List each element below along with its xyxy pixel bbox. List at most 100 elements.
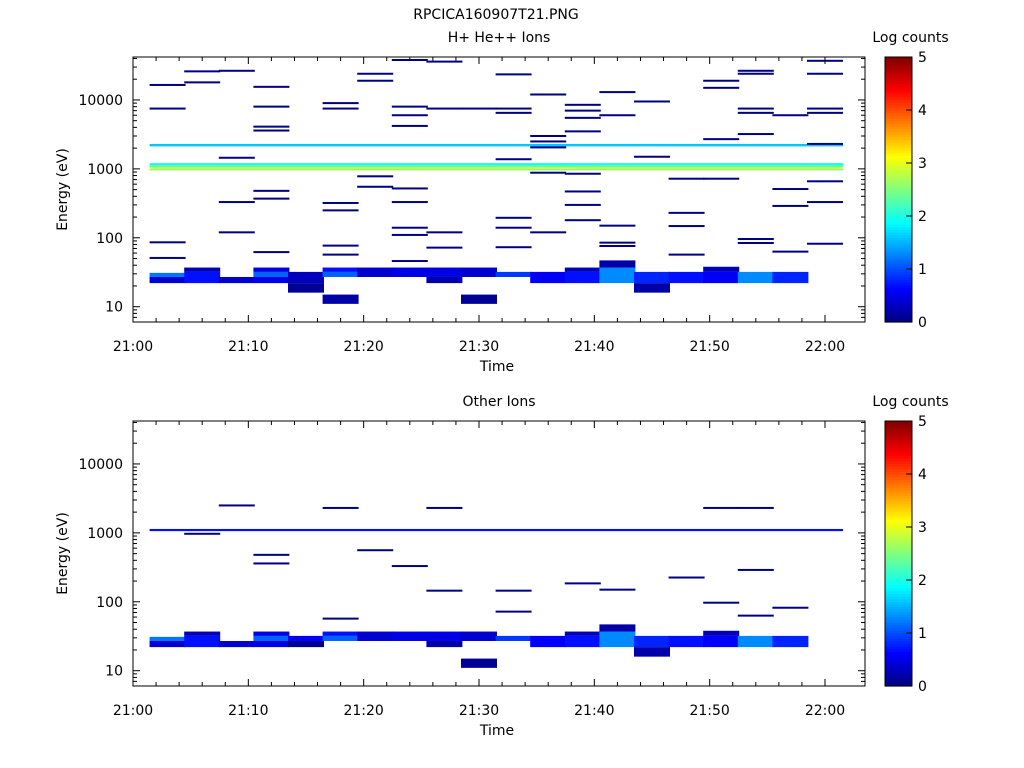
colorbar-segment: [885, 88, 912, 93]
count-line: [530, 140, 567, 143]
heatmap-cell: [426, 267, 463, 277]
colorbar-segment: [885, 316, 912, 320]
count-line: [564, 172, 601, 175]
colorbar-segment: [885, 64, 912, 69]
colorbar-tick-label: 4: [918, 103, 927, 119]
count-line: [599, 91, 636, 94]
colorbar-segment: [885, 421, 912, 425]
heatmap-cell: [668, 635, 705, 648]
colorbar-segment: [885, 104, 912, 108]
colorbar-segment: [885, 178, 912, 183]
colorbar-segment: [885, 561, 912, 565]
y-axis-label: Energy (eV): [55, 148, 71, 231]
heatmap-cell: [253, 276, 290, 284]
count-line: [668, 211, 705, 214]
colorbar-segment: [885, 208, 912, 212]
colorbar-segment: [885, 527, 912, 531]
colorbar-segment: [885, 136, 912, 140]
heatmap-cell: [253, 635, 290, 641]
count-line: [253, 189, 290, 192]
count-line: [322, 253, 359, 256]
colorbar-segment: [885, 545, 912, 549]
energy-band: [149, 143, 844, 147]
colorbar-segment: [885, 521, 912, 525]
colorbar-segment: [885, 471, 912, 475]
colorbar-segment: [885, 237, 912, 241]
panel-title: Other Ions: [462, 394, 535, 410]
colorbar-segment: [885, 582, 912, 586]
panel-title: H+ He++ Ions: [448, 30, 551, 46]
count-line: [737, 242, 774, 245]
colorbar-segment: [885, 463, 912, 467]
heatmap-cell: [426, 631, 463, 641]
x-tick-label: 21:40: [574, 339, 614, 355]
colorbar-segment: [885, 635, 912, 639]
count-line: [772, 114, 809, 117]
count-line: [495, 216, 532, 219]
colorbar-segment: [885, 556, 912, 560]
colorbar-segment: [885, 269, 912, 273]
count-line: [495, 107, 532, 110]
count-line: [703, 506, 740, 509]
colorbar-segment: [885, 617, 912, 621]
colorbar-segment: [885, 192, 912, 196]
count-line: [357, 175, 394, 178]
heatmap-cell: [564, 631, 601, 636]
colorbar: 0 1 2 3 4 5 Log counts: [872, 30, 948, 331]
heatmap-cell: [149, 272, 186, 277]
colorbar-segment: [885, 458, 912, 462]
colorbar-segment: [885, 587, 912, 592]
colorbar-segment: [885, 131, 912, 135]
heatmap-cell: [322, 271, 359, 277]
heatmap-cell: [737, 271, 774, 284]
colorbar-segment: [885, 678, 912, 682]
colorbar-segment: [885, 670, 912, 674]
count-line: [184, 81, 221, 84]
heatmap-cell: [357, 267, 394, 277]
count-line: [253, 85, 290, 88]
colorbar-segment: [885, 216, 912, 220]
colorbar-segment: [885, 633, 912, 637]
count-line: [322, 102, 359, 105]
colorbar-segment: [885, 500, 912, 504]
colorbar-segment: [885, 147, 912, 151]
colorbar-segment: [885, 94, 912, 98]
count-line: [564, 130, 601, 133]
colorbar-segment: [885, 492, 912, 496]
colorbar-segment: [885, 284, 912, 289]
count-line: [426, 60, 463, 63]
x-tick-label: 21:30: [459, 339, 499, 355]
colorbar-segment: [885, 250, 912, 254]
colorbar-segment: [885, 306, 912, 310]
colorbar-segment: [885, 276, 912, 281]
y-tick-label: 10000: [78, 457, 123, 473]
heatmap-cell: [184, 271, 221, 284]
colorbar-segment: [885, 163, 912, 167]
heatmap-cell: [288, 271, 324, 284]
colorbar-segment: [885, 287, 912, 291]
colorbar-segment: [885, 78, 912, 82]
count-line: [357, 72, 394, 75]
heatmap-cell: [461, 658, 497, 668]
count-line: [634, 155, 670, 158]
colorbar-segment: [885, 128, 912, 132]
x-tick-label: 21:10: [228, 703, 268, 719]
colorbar-segment: [885, 423, 912, 427]
count-line: [253, 553, 290, 556]
heatmap-cell: [253, 631, 290, 636]
colorbar-segment: [885, 271, 912, 275]
colorbar-segment: [885, 503, 912, 507]
figure-title: RPCICA160907T21.PNG: [413, 7, 578, 23]
colorbar-segment: [885, 466, 912, 470]
count-line: [184, 70, 221, 73]
y-tick-label: 100: [96, 231, 123, 247]
colorbar-segment: [885, 680, 912, 684]
colorbar-segment: [885, 524, 912, 528]
colorbar-segment: [885, 455, 912, 459]
x-axis: 21:00 21:10 21:20 21:30 21:40 21:50 22:00: [113, 57, 845, 355]
count-line: [772, 250, 809, 253]
count-line: [807, 107, 843, 110]
colorbar-segment: [885, 184, 912, 188]
colorbar-segment: [885, 200, 912, 204]
count-line: [253, 562, 290, 565]
